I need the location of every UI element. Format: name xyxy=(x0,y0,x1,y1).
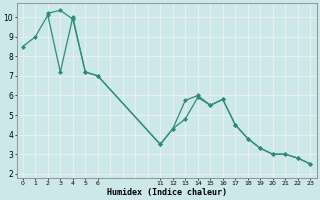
X-axis label: Humidex (Indice chaleur): Humidex (Indice chaleur) xyxy=(107,188,227,197)
